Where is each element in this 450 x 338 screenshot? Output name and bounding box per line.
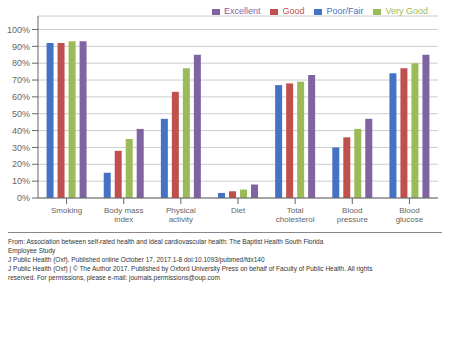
svg-text:Bloodglucose: Bloodglucose bbox=[396, 206, 424, 224]
svg-text:Diet: Diet bbox=[231, 206, 246, 215]
svg-text:Body massindex: Body massindex bbox=[104, 206, 144, 224]
html-text:Very Good: Very Good bbox=[385, 6, 428, 16]
svg-text:60%: 60% bbox=[12, 92, 30, 102]
svg-text:Physicalactivity: Physicalactivity bbox=[166, 206, 196, 224]
html-text:reserved. For permissions, ple: reserved. For permissions, please e-mail… bbox=[8, 274, 220, 282]
svg-text:100%: 100% bbox=[8, 25, 30, 35]
svg-text:Smoking: Smoking bbox=[51, 206, 82, 215]
html-text:From: Association between self: From: Association between self-rated hea… bbox=[8, 238, 324, 245]
svg-text:50%: 50% bbox=[12, 109, 30, 119]
svg-text:80%: 80% bbox=[12, 58, 30, 68]
svg-text:70%: 70% bbox=[12, 75, 30, 85]
html-text:Excellent: Excellent bbox=[223, 6, 261, 16]
svg-text:90%: 90% bbox=[12, 42, 30, 52]
html-text:Employee Study: Employee Study bbox=[8, 247, 56, 255]
svg-text:20%: 20% bbox=[12, 159, 30, 169]
svg-text:Bloodpressure: Bloodpressure bbox=[337, 206, 369, 224]
svg-text:30%: 30% bbox=[12, 143, 30, 153]
html-text:J Public Health (Oxf) | © The: J Public Health (Oxf) | © The Author 201… bbox=[8, 265, 373, 273]
html-text:J Public Health (Oxf). Publish: J Public Health (Oxf). Published online … bbox=[8, 256, 265, 264]
html-text:Good: Good bbox=[282, 6, 305, 16]
svg-text:40%: 40% bbox=[12, 126, 30, 136]
svg-text:10%: 10% bbox=[12, 176, 30, 186]
html-text:Poor/Fair: Poor/Fair bbox=[326, 6, 364, 16]
svg-text:Totalcholesterol: Totalcholesterol bbox=[276, 206, 315, 224]
svg-text:0%: 0% bbox=[17, 193, 30, 203]
